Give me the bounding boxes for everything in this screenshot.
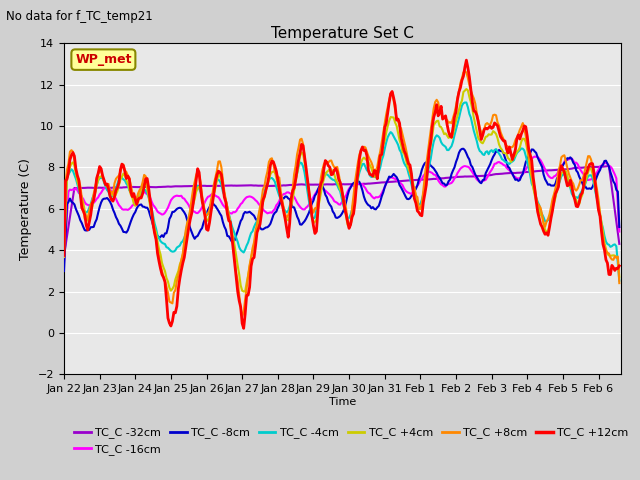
X-axis label: Time: Time	[329, 397, 356, 407]
Text: No data for f_TC_temp21: No data for f_TC_temp21	[6, 10, 153, 23]
Title: Temperature Set C: Temperature Set C	[271, 25, 414, 41]
Y-axis label: Temperature (C): Temperature (C)	[19, 158, 32, 260]
Legend: TC_C -32cm, TC_C -16cm, TC_C -8cm, TC_C -4cm, TC_C +4cm, TC_C +8cm, TC_C +12cm: TC_C -32cm, TC_C -16cm, TC_C -8cm, TC_C …	[70, 423, 633, 459]
Text: WP_met: WP_met	[75, 53, 132, 66]
